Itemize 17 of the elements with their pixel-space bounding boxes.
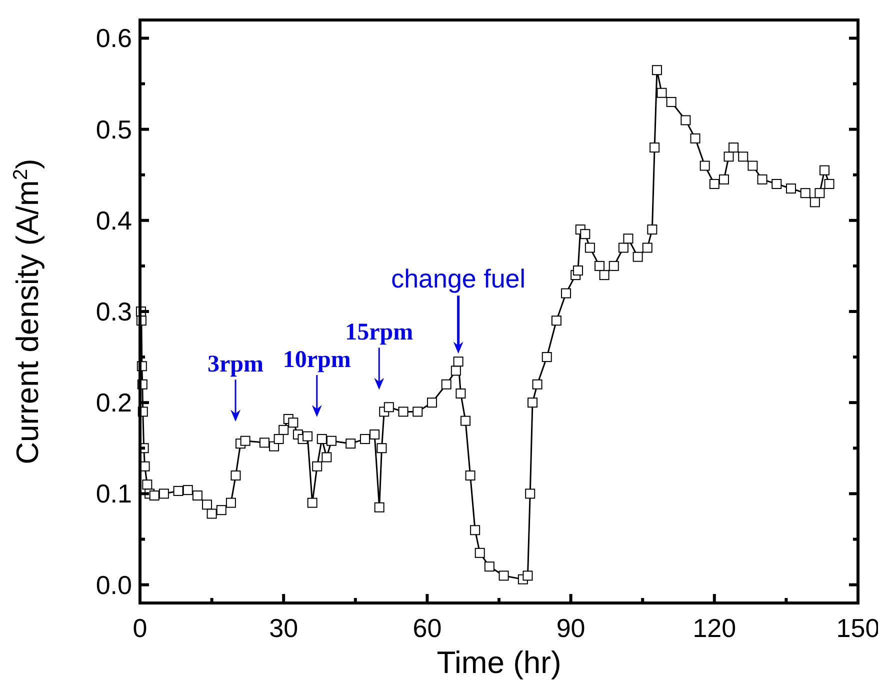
y-tick-label: 0.3 (96, 296, 132, 326)
x-tick-label: 0 (132, 613, 148, 643)
annotation: 3rpm (208, 352, 264, 378)
y-tick-label: 0.1 (96, 478, 132, 509)
annotation: 15rpm (345, 320, 414, 346)
x-tick-label: 60 (412, 613, 442, 643)
y-tick-label: 0.4 (96, 205, 132, 236)
x-tick-label: 90 (556, 613, 586, 643)
y-tick-label: 0.5 (96, 114, 132, 144)
x-axis-title: Time (hr) (436, 645, 562, 680)
x-tick-label: 120 (692, 613, 736, 643)
y-tick-label: 0.2 (96, 388, 132, 418)
annotation: 10rpm (282, 347, 351, 374)
y-tick-label: 0.6 (96, 23, 132, 54)
text: 0.0 (96, 570, 132, 600)
annotation: change fuel (391, 264, 526, 294)
x-tick-label: 30 (269, 613, 298, 643)
